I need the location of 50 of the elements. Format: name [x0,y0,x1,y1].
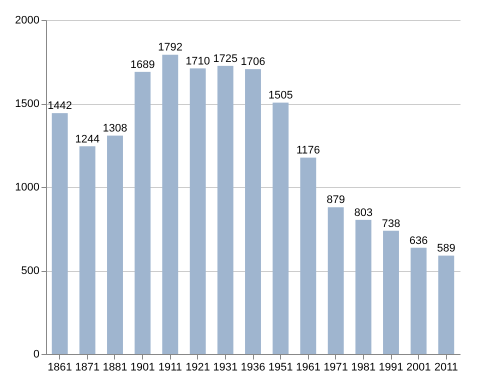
y-tick-label: 0 [33,348,40,360]
x-tick-label: 1871 [75,362,100,373]
bar [438,256,454,354]
bar [300,158,316,354]
data-label: 1710 [186,55,210,68]
data-label: 1308 [102,122,128,135]
x-tick-label: 1911 [158,362,182,373]
bar [134,72,151,354]
bar [79,146,96,354]
x-tick-label: 1881 [102,362,128,373]
x-tick-label: 1971 [324,362,348,373]
data-label: 589 [437,242,456,255]
data-label: 879 [326,194,345,206]
data-label: 1505 [268,90,293,102]
bar [272,102,289,354]
x-tick-label: 1951 [268,362,293,373]
bar [190,68,206,354]
bar [410,248,427,354]
data-label: 803 [354,206,373,219]
x-tick-label: 1921 [186,362,210,373]
x-tick-label: 1901 [130,362,155,373]
x-tick-label: 1861 [48,362,72,373]
data-label: 1442 [48,100,72,112]
bar [355,220,372,354]
y-tick-label: 2000 [15,14,40,26]
data-label: 1244 [75,133,100,146]
bar [383,230,399,354]
data-label: 738 [382,218,400,230]
bar [52,113,68,354]
bar [162,54,178,354]
x-tick-label: 1936 [240,362,266,373]
bar [245,69,261,354]
x-tick-label: 1981 [351,362,376,373]
data-label: 636 [409,234,428,247]
bar [328,207,344,354]
data-label: 1725 [213,52,238,65]
x-tick-label: 2001 [406,362,431,373]
x-tick-label: 1961 [296,362,320,373]
x-tick-label: 1991 [378,362,404,373]
y-tick-label: 1000 [15,182,40,194]
y-tick-label: 500 [21,265,40,277]
x-tick-label: 1931 [213,362,238,373]
bar [217,66,234,354]
data-label: 1689 [130,58,155,71]
bar [107,136,123,354]
data-label: 1176 [296,144,320,157]
data-label: 1706 [240,56,266,68]
y-tick-label: 1500 [15,98,40,110]
x-tick-label: 2011 [434,362,458,373]
data-label: 1792 [158,42,182,54]
